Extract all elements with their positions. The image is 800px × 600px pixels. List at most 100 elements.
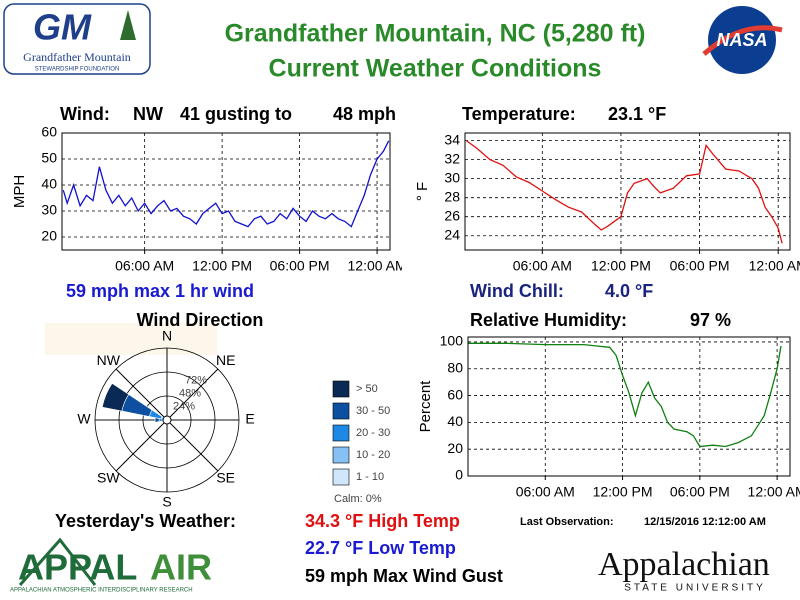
x-tick-label: 06:00 AM — [516, 484, 575, 500]
legend-swatch — [332, 424, 350, 442]
data-line — [62, 140, 390, 228]
observation-label: Last Observation: — [520, 516, 614, 528]
y-tick-label: 26 — [444, 207, 460, 223]
x-tick-label: 06:00 PM — [670, 258, 730, 274]
y-tick-label: 80 — [447, 359, 463, 375]
y-tick-label: 100 — [440, 333, 464, 349]
temperature-label: Temperature: — [462, 104, 576, 124]
calm-note: Calm: 0% — [334, 493, 382, 505]
rose-title: Wind Direction — [137, 310, 264, 330]
data-line — [465, 140, 783, 244]
x-tick-label: 06:00 AM — [513, 258, 572, 274]
logo-mark: GM — [33, 7, 92, 48]
direction-label: N — [162, 328, 172, 344]
line-chart: 0 20 40 60 80 100 06:00 AM 12:00 PM 06:00 PM 12:0… — [417, 333, 800, 500]
y-tick-label: 60 — [447, 386, 463, 402]
logo-appal: APPAL — [18, 547, 137, 588]
y-axis-label: ° F — [414, 182, 431, 201]
asu-logo: Appalachian — [598, 546, 770, 583]
legend-label: 30 - 50 — [356, 405, 390, 417]
x-tick-label: 06:00 PM — [270, 258, 330, 274]
x-tick-label: 12:00 AM — [348, 258, 407, 274]
wind-chill-value: 4.0 °F — [605, 281, 653, 301]
y-tick-label: 20 — [447, 440, 463, 456]
appalair-logo: APPAL AIR APPALACHIAN ATMOSPHERIC INTERD… — [10, 537, 212, 594]
y-tick-label: 30 — [444, 169, 460, 185]
x-tick-label: 12:00 AM — [748, 484, 800, 500]
yesterday-gust: 59 mph Max Wind Gust — [305, 566, 503, 586]
rose-highlight — [45, 323, 217, 355]
plot-border — [467, 336, 791, 477]
wind-direction: NW — [133, 104, 163, 124]
yesterday-label: Yesterday's Weather: — [55, 511, 236, 531]
direction-label: SE — [216, 469, 235, 485]
x-tick-label: 06:00 AM — [115, 258, 174, 274]
direction-label: E — [245, 411, 254, 427]
humidity-label: Relative Humidity: — [470, 310, 627, 330]
y-axis-label: MPH — [11, 175, 28, 208]
y-tick-label: 34 — [444, 131, 460, 147]
ring-label: 72% — [185, 374, 207, 386]
line-chart: 24 26 28 30 32 34 06:00 AM 12:00 PM 06:00 PM 12:0… — [414, 131, 800, 273]
logo-appalair-sub: APPALACHIAN ATMOSPHERIC INTERDISCIPLINAR… — [10, 588, 193, 594]
y-axis-label: Percent — [417, 380, 434, 433]
plot-border — [464, 132, 791, 251]
plot-area — [465, 133, 790, 250]
yesterday-low: 22.7 °F Low Temp — [305, 538, 456, 558]
plot-area — [62, 133, 390, 250]
x-tick-label: 12:00 PM — [192, 258, 252, 274]
x-tick-label: 06:00 PM — [670, 484, 730, 500]
y-tick-label: 0 — [455, 467, 463, 483]
line-chart: 20 30 40 50 60 06:00 AM 12:00 PM 06:00 PM 12:00 … — [11, 124, 407, 274]
max-wind: 59 mph max 1 hr wind — [66, 281, 254, 301]
nasa-swoosh — [702, 25, 783, 56]
ring-label: 24% — [173, 401, 195, 413]
direction-label: NW — [97, 352, 121, 368]
legend-swatch — [332, 446, 350, 464]
wind-chill-label: Wind Chill: — [470, 281, 564, 301]
y-tick-label: 20 — [41, 228, 57, 244]
legend-label: 1 - 10 — [356, 471, 384, 483]
direction-label: W — [77, 411, 91, 427]
logo-air: AIR — [150, 547, 212, 588]
tree-icon — [120, 10, 136, 40]
legend-swatch — [332, 380, 350, 398]
data-line — [468, 342, 782, 448]
nasa-logo: NASA — [702, 6, 783, 74]
direction-label: S — [162, 494, 171, 510]
y-tick-label: 30 — [41, 202, 57, 218]
wind-speed: 41 gusting to — [180, 104, 292, 124]
yesterday-high: 34.3 °F High Temp — [305, 511, 460, 531]
observation-time: 12/15/2016 12:12:00 AM — [644, 516, 766, 528]
title-line2: Current Weather Conditions — [269, 55, 602, 83]
asu-logo-sub: STATE UNIVERSITY — [624, 583, 766, 594]
nasa-text: NASA — [716, 30, 767, 50]
humidity-value: 97 % — [690, 310, 731, 330]
y-tick-label: 40 — [447, 413, 463, 429]
title-line1: Grandfather Mountain, NC (5,280 ft) — [225, 20, 646, 48]
y-tick-label: 24 — [444, 226, 460, 242]
temperature-value: 23.1 °F — [608, 104, 666, 124]
legend-label: > 50 — [356, 383, 378, 395]
x-tick-label: 12:00 PM — [591, 258, 651, 274]
logo-sub: STEWARDSHIP FOUNDATION — [35, 67, 120, 73]
wind-gust: 48 mph — [333, 104, 396, 124]
x-tick-label: 12:00 AM — [749, 258, 800, 274]
y-tick-label: 32 — [444, 150, 460, 166]
logo-frame — [3, 3, 151, 75]
plot-area — [468, 337, 790, 476]
legend-label: 10 - 20 — [356, 449, 390, 461]
y-tick-label: 60 — [41, 124, 57, 140]
legend-label: 20 - 30 — [356, 427, 390, 439]
ring-label: 48% — [179, 388, 201, 400]
gm-logo: GM Grandfather Mountain STEWARDSHIP FOUN… — [3, 3, 151, 75]
plot-border — [61, 132, 391, 251]
x-tick-label: 12:00 PM — [593, 484, 653, 500]
y-tick-label: 28 — [444, 188, 460, 204]
direction-label: SW — [97, 469, 120, 485]
mountain-icon — [18, 537, 97, 586]
wind-label: Wind: — [60, 104, 110, 124]
